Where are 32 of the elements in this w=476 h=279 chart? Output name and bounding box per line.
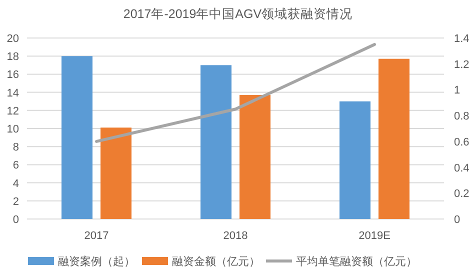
- y-tick-label: 6: [12, 160, 19, 172]
- y2-tick-label: 0.8: [454, 110, 470, 123]
- y2-tick-label: 1: [454, 84, 460, 97]
- y-tick-label: 0: [12, 214, 19, 226]
- x-tick-label: 2019E: [358, 230, 390, 242]
- y-tick-label: 20: [6, 33, 19, 45]
- y-tick-label: 8: [12, 142, 19, 154]
- bar: [62, 56, 92, 219]
- y-tick-label: 10: [6, 124, 19, 136]
- x-tick-label: 2018: [223, 230, 248, 242]
- bar: [200, 65, 232, 219]
- y2-tick-label: 0.2: [454, 188, 470, 200]
- bar: [100, 128, 132, 219]
- y2-tick-label: 0.6: [454, 136, 470, 148]
- y2-tick-label: 0: [454, 214, 460, 226]
- y2-tick-label: 1.2: [454, 58, 470, 71]
- legend-label: 融资案例（起）: [58, 255, 135, 268]
- y-tick-label: 4: [12, 178, 19, 190]
- legend-label: 平均单笔融资额（亿元）: [296, 255, 417, 268]
- bar: [378, 58, 410, 219]
- bar: [240, 95, 270, 219]
- y-tick-label: 18: [6, 51, 19, 64]
- y-tick-label: 14: [6, 87, 19, 100]
- y2-tick-label: 1.4: [454, 33, 470, 45]
- y2-tick-label: 0.4: [454, 162, 470, 174]
- y-tick-label: 16: [6, 69, 19, 82]
- bar: [340, 101, 370, 219]
- y-tick-label: 12: [6, 105, 19, 118]
- y-tick-label: 2: [12, 196, 19, 208]
- x-tick-label: 2017: [84, 230, 109, 242]
- chart-title: 2017年-2019年中国AGV领域获融资情况: [123, 7, 353, 21]
- legend-label: 融资金额（亿元）: [172, 255, 260, 268]
